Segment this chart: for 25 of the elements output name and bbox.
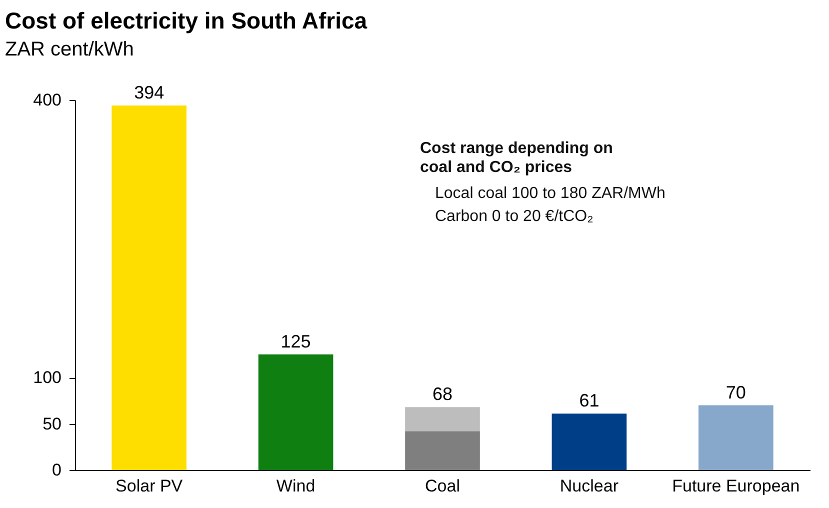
chart-title: Cost of electricity in South Africa [5,8,368,34]
x-tick-label: Future European [672,476,800,496]
y-tick-label: 400 [33,90,62,110]
y-tick-label: 0 [52,460,62,480]
x-tick-label: Coal [425,476,460,496]
annotation: Cost range depending on coal and CO₂ prices [420,140,613,176]
x-tick-label: Wind [276,476,316,496]
y-tick-label: 50 [42,414,62,434]
total-label: 70 [726,382,746,402]
total-label: 394 [134,82,164,103]
y-tick-label: 100 [33,368,62,387]
bar [552,414,627,470]
x-tick-label: Nuclear [560,476,619,496]
total-label: 125 [280,331,311,352]
bar [258,354,334,470]
chart-subtitle: ZAR cent/kWh [5,38,134,61]
annotation: Local coal 100 to 180 ZAR/MWh [435,185,666,202]
x-tick-label: Solar PV [116,476,184,496]
bar [698,405,774,470]
bar [112,106,186,470]
total-label: 68 [432,384,453,404]
bar [405,431,480,470]
bar [405,407,480,432]
annotation: Carbon 0 to 20 €/tCO₂ [435,208,594,225]
total-label: 61 [579,390,600,411]
